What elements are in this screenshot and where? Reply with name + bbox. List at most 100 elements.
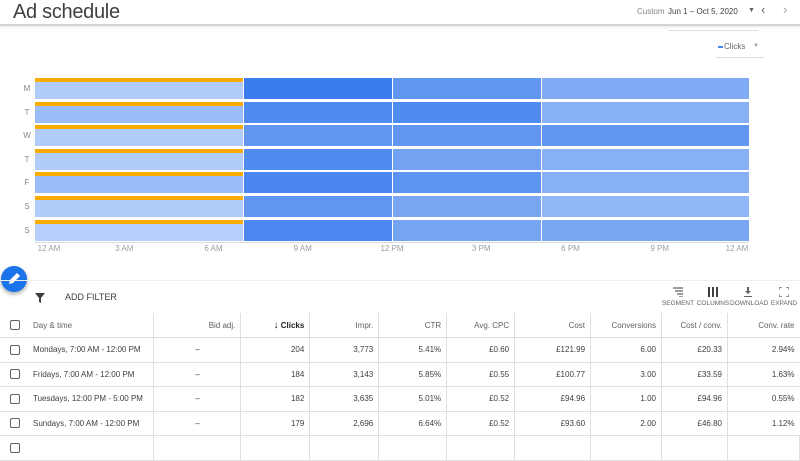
- cell-ctr: 6.64%: [378, 411, 448, 436]
- col-avg-cpc[interactable]: Avg. CPC: [446, 313, 516, 338]
- table-row: [0, 435, 800, 461]
- heatmap-cell[interactable]: [244, 172, 392, 194]
- table-row[interactable]: Fridays, 7:00 AM - 12:00 PM –184 3,143 5.85…: [0, 362, 800, 387]
- cell-conv-rate: 2.94%: [727, 337, 800, 363]
- heatmap-cell[interactable]: [35, 78, 244, 99]
- y-tick-label: S: [24, 202, 30, 211]
- heatmap-cell[interactable]: [35, 196, 244, 217]
- date-range-picker[interactable]: Jun 1 – Oct 5, 2020 ▼: [668, 3, 758, 31]
- cell-bid-adj[interactable]: –: [153, 386, 242, 412]
- cell-clicks: 184: [240, 362, 311, 387]
- x-tick-label: 9 PM: [650, 244, 670, 253]
- highlight-bar: [35, 78, 244, 82]
- next-period-button[interactable]: ›: [783, 2, 788, 17]
- cell-bid-adj[interactable]: –: [153, 411, 242, 436]
- x-tick-label: 6 AM: [204, 244, 223, 253]
- cell-conversions: 3.00: [590, 362, 662, 387]
- add-filter-button[interactable]: ADD FILTER: [65, 292, 117, 302]
- y-tick-label: S: [24, 225, 30, 235]
- heatmap-cell[interactable]: [35, 172, 244, 194]
- columns-button[interactable]: COLUMNS: [695, 287, 731, 307]
- schedule-table: Day & time Bid adj. ↓ Clicks Impr. CTR A…: [0, 313, 800, 461]
- table-row[interactable]: Sundays, 7:00 AM - 12:00 PM –179 2,696 6.64…: [0, 411, 800, 436]
- cell-cost-per-conv: £33.59: [661, 362, 728, 387]
- select-all-checkbox[interactable]: [0, 313, 28, 338]
- x-axis: [35, 242, 749, 243]
- cell-bid-adj[interactable]: –: [153, 362, 242, 387]
- col-conv-rate[interactable]: Conv. rate: [727, 313, 800, 338]
- col-cost-per-conv[interactable]: Cost / conv.: [661, 313, 728, 338]
- heatmap-cell[interactable]: [244, 78, 392, 99]
- heatmap-cell[interactable]: [244, 219, 392, 241]
- heatmap-cell[interactable]: [393, 172, 541, 194]
- cell-bid-adj[interactable]: –: [153, 337, 242, 363]
- cell-cost: £94.96: [514, 386, 592, 412]
- divider: [0, 280, 800, 281]
- heatmap-cell[interactable]: [393, 125, 541, 147]
- dropdown-arrow-icon: ▼: [753, 43, 759, 49]
- heatmap-cell[interactable]: [393, 148, 541, 170]
- dropdown-arrow-icon: ▼: [748, 7, 755, 14]
- edit-fab-button[interactable]: [1, 266, 27, 292]
- metric-selector[interactable]: Clicks ▼: [716, 40, 764, 58]
- metric-label: Clicks: [724, 42, 746, 51]
- previous-period-button[interactable]: ‹: [761, 2, 766, 17]
- cell-cost: £121.99: [514, 337, 592, 363]
- y-tick-label: T: [24, 154, 30, 164]
- heatmap-cell[interactable]: [35, 219, 244, 241]
- row-checkbox[interactable]: [0, 362, 28, 387]
- expand-label: EXPAND: [770, 300, 798, 307]
- heatmap-cell[interactable]: [541, 172, 749, 194]
- col-conversions[interactable]: Conversions: [590, 313, 662, 338]
- col-bid-adj[interactable]: Bid adj.: [153, 313, 242, 338]
- heatmap-cell[interactable]: [244, 125, 392, 147]
- date-range-value: Jun 1 – Oct 5, 2020: [668, 7, 738, 16]
- page-title: Ad schedule: [13, 1, 120, 23]
- expand-icon: [779, 287, 789, 297]
- cell-conv-rate: 0.55%: [727, 386, 800, 412]
- x-tick-label: 9 AM: [293, 244, 312, 253]
- col-day-time[interactable]: Day & time: [27, 313, 155, 338]
- heatmap-cell[interactable]: [393, 78, 541, 99]
- col-clicks[interactable]: ↓ Clicks: [240, 313, 311, 338]
- metric-color-swatch: [718, 46, 723, 48]
- heatmap-cell[interactable]: [541, 148, 749, 170]
- heatmap-cell[interactable]: [393, 219, 541, 241]
- row-checkbox[interactable]: [0, 337, 28, 363]
- filter-button[interactable]: [34, 291, 46, 309]
- heatmap-cell[interactable]: [244, 148, 392, 170]
- heatmap-cell[interactable]: [35, 125, 244, 147]
- y-tick-label: F: [24, 178, 30, 188]
- heatmap-cell[interactable]: [541, 125, 749, 147]
- heatmap-cell[interactable]: [35, 101, 244, 123]
- heatmap-cell[interactable]: [541, 78, 749, 99]
- range-label: Custom: [637, 7, 665, 16]
- cell-day-time: Mondays, 7:00 AM - 12:00 PM: [27, 337, 155, 363]
- cell-cost-per-conv: £94.96: [661, 386, 728, 412]
- heatmap-cell[interactable]: [393, 196, 541, 217]
- heatmap-cell[interactable]: [244, 196, 392, 217]
- row-checkbox[interactable]: [0, 411, 28, 436]
- col-impr[interactable]: Impr.: [309, 313, 380, 338]
- heatmap-cell[interactable]: [244, 101, 392, 123]
- cell-cost: £100.77: [514, 362, 592, 387]
- row-checkbox[interactable]: [0, 386, 28, 412]
- heatmap-cell[interactable]: [541, 219, 749, 241]
- col-ctr[interactable]: CTR: [378, 313, 448, 338]
- y-tick-label: W: [23, 131, 31, 141]
- heatmap-cell[interactable]: [393, 101, 541, 123]
- download-button[interactable]: DOWNLOAD: [730, 287, 768, 307]
- segment-icon: [673, 287, 683, 297]
- heatmap-cell[interactable]: [35, 148, 244, 170]
- highlight-bar: [35, 125, 244, 130]
- col-cost[interactable]: Cost: [514, 313, 592, 338]
- table-row[interactable]: Tuesdays, 12:00 PM - 5:00 PM –182 3,635 5.0…: [0, 386, 800, 412]
- heatmap-cell[interactable]: [541, 101, 749, 123]
- segment-button[interactable]: SEGMENT: [660, 287, 696, 307]
- expand-button[interactable]: EXPAND: [766, 287, 800, 307]
- columns-icon: [708, 287, 718, 297]
- cell-ctr: 5.01%: [378, 386, 448, 412]
- heatmap-cell[interactable]: [541, 196, 749, 217]
- table-row[interactable]: Mondays, 7:00 AM - 12:00 PM –204 3,773 5.41…: [0, 337, 800, 363]
- x-tick-label: 12 PM: [380, 244, 404, 253]
